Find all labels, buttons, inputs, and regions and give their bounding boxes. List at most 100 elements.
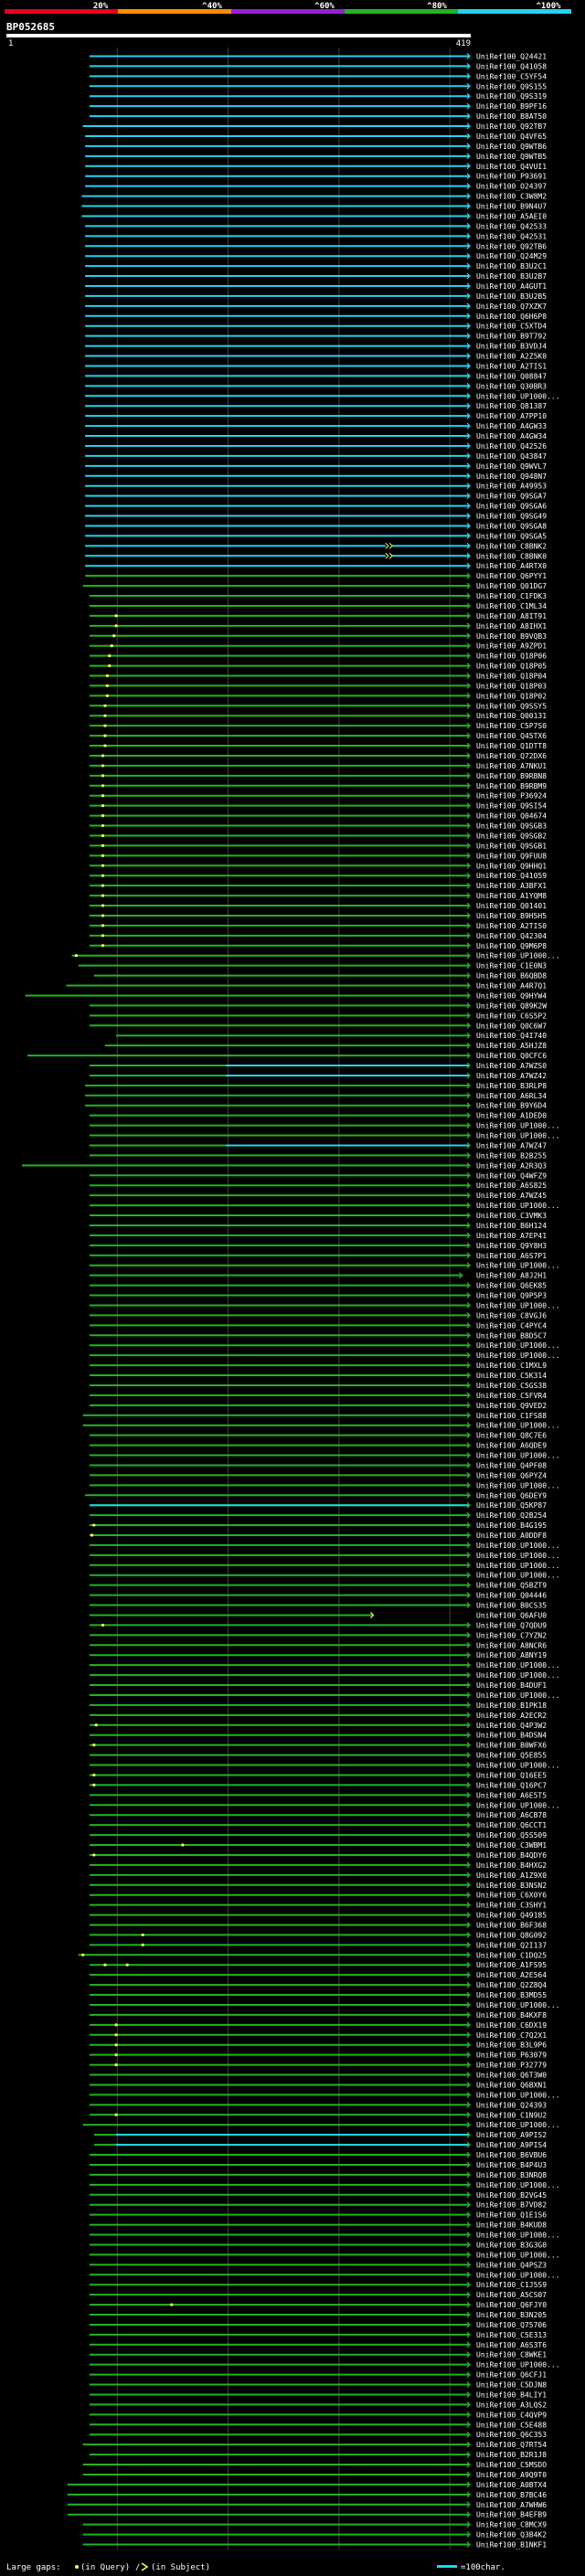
hit-end-arrow-icon [466, 1772, 471, 1778]
query-gap-icon [92, 1523, 96, 1527]
hit-end-arrow-icon [466, 1202, 471, 1209]
hit-label: UniRef100_C5P7S0 [476, 722, 547, 730]
hit-end-arrow-icon [466, 2241, 471, 2248]
hit-end-arrow-icon [466, 1292, 471, 1299]
hit-label: UniRef100_Q9S155 [476, 82, 547, 90]
hit-label: UniRef100_P32779 [476, 2062, 547, 2070]
hit-row: UniRef100_B4DUF1 [89, 1681, 547, 1690]
hit-row: UniRef100_Q9FUU8 [89, 852, 547, 860]
hit-label: UniRef100_Q9S319 [476, 92, 547, 101]
hit-end-arrow-icon [466, 1461, 471, 1468]
hit-label: UniRef100_Q43847 [476, 452, 547, 461]
subject-gap-icon [385, 552, 393, 559]
hit-label: UniRef100_A7WZ45 [476, 1192, 547, 1200]
hit-end-arrow-icon [466, 1422, 471, 1429]
hit-row: UniRef100_Q9P5P3 [89, 1292, 547, 1300]
hit-label: UniRef100_UP1000... [476, 1452, 560, 1460]
hit-label: UniRef100_Q16PC7 [476, 1781, 547, 1789]
query-gap-icon [114, 624, 118, 628]
hit-end-arrow-icon [466, 1961, 471, 1968]
hit-label: UniRef100_Q75706 [476, 2321, 547, 2329]
hit-label: UniRef100_A7WZ42 [476, 1072, 547, 1080]
hit-end-arrow-icon [466, 1321, 471, 1329]
hit-row: UniRef100_Q16PC7 [89, 1781, 547, 1789]
color-scale-segment [345, 9, 458, 14]
hit-end-arrow-icon [466, 222, 471, 229]
hit-end-arrow-icon [466, 153, 471, 160]
hit-end-arrow-icon [466, 1372, 471, 1379]
hit-label: UniRef100_A6S7P1 [476, 1252, 547, 1260]
query-start-label: 1 [8, 39, 13, 48]
hit-label: UniRef100_Q72DX6 [476, 752, 547, 760]
hit-row: UniRef100_A6CB78 [89, 1811, 547, 1819]
legend-separator: / [135, 2563, 140, 2572]
hit-label: UniRef100_Q4VF65 [476, 133, 547, 141]
hit-label: UniRef100_UP1000... [476, 1671, 560, 1680]
hit-row: UniRef100_Q0C6W7 [89, 1022, 547, 1030]
hit-row: UniRef100_B6F368 [89, 1922, 547, 1930]
hit-end-arrow-icon [466, 343, 471, 350]
hit-row: UniRef100_C7Q2X1 [89, 2031, 547, 2040]
legend-subject-gap-label: (in Subject) [151, 2563, 210, 2572]
hit-end-arrow-icon [466, 982, 471, 989]
hit-row: UniRef100_Q18P04 [89, 673, 547, 681]
hit-label: UniRef100_C8BNK2 [476, 542, 547, 550]
hit-label: UniRef100_Q4P3W2 [476, 1722, 547, 1730]
hit-label: UniRef100_B2B255 [476, 1151, 547, 1160]
hit-row: UniRef100_Q6H6P8 [85, 313, 547, 321]
hit-row: UniRef100_C5XTD4 [85, 323, 547, 331]
hit-label: UniRef100_A8IHX1 [476, 622, 547, 631]
hit-end-arrow-icon [466, 1951, 471, 1958]
hit-end-arrow-icon [466, 2211, 471, 2219]
hit-label: UniRef100_A6QDE9 [476, 1442, 547, 1450]
hit-end-arrow-icon [466, 1752, 471, 1759]
hit-end-arrow-icon [466, 832, 471, 839]
hit-row: UniRef100_Q9SGB2 [89, 832, 547, 840]
hit-label: UniRef100_Q92TB6 [476, 242, 547, 250]
hit-end-arrow-icon [466, 922, 471, 929]
hit-end-arrow-icon [466, 1052, 471, 1059]
hit-end-arrow-icon [466, 742, 471, 749]
query-gap-icon [101, 794, 105, 798]
hit-row: UniRef100_UP1000... [89, 1572, 560, 1580]
hit-row: UniRef100_B6QBD8 [93, 972, 547, 981]
query-gap-icon [114, 2113, 118, 2116]
hit-row: UniRef100_Q8C7E6 [89, 1432, 547, 1440]
subject-gap-marker-icon [141, 2562, 149, 2571]
hit-end-arrow-icon [466, 991, 471, 999]
hit-end-arrow-icon [466, 2151, 471, 2158]
hit-row: UniRef100_A5CS07 [89, 2291, 547, 2299]
hit-end-arrow-icon [466, 53, 471, 59]
hit-row: UniRef100_Q9SGB1 [89, 842, 547, 850]
query-gap-icon [101, 843, 105, 848]
color-scale-segment [5, 9, 118, 14]
hit-label: UniRef100_C5YF54 [476, 72, 547, 80]
hit-row: UniRef100_C1N9U2 [89, 2111, 547, 2119]
hit-label: UniRef100_Q00131 [476, 712, 547, 720]
hit-row: UniRef100_C1E0N3 [78, 962, 547, 970]
chart-title: BP052685 [6, 21, 55, 33]
hit-row: UniRef100_UP1000... [89, 1542, 560, 1550]
hit-row: UniRef100_C6DX19 [89, 2021, 547, 2030]
hit-end-arrow-icon [466, 122, 471, 130]
hit-label: UniRef100_C1ML34 [476, 602, 547, 610]
hit-label: UniRef100_B6F368 [476, 1922, 547, 1930]
hit-row: UniRef100_A8NCR6 [89, 1641, 547, 1649]
hit-label: UniRef100_Q42533 [476, 222, 547, 230]
hit-row: UniRef100_Q16EE5 [89, 1771, 547, 1779]
hit-end-arrow-icon [466, 232, 471, 239]
hit-end-arrow-icon [466, 2421, 471, 2428]
hit-row: UniRef100_B8D5C7 [89, 1331, 547, 1340]
hit-end-arrow-icon [466, 2541, 471, 2548]
hit-row: UniRef100_B3NSN2 [89, 1882, 547, 1890]
hit-row: UniRef100_A7PP10 [85, 412, 547, 420]
hit-label: UniRef100_C1J5S9 [476, 2281, 547, 2289]
hit-end-arrow-icon [466, 1742, 471, 1749]
hit-end-arrow-icon [466, 752, 471, 759]
hit-label: UniRef100_Q49185 [476, 1912, 547, 1920]
hit-row: UniRef100_Q6DEY9 [85, 1491, 547, 1500]
hit-label: UniRef100_Q9HYW4 [476, 991, 547, 1000]
legend: Large gaps: (in Query) / (in Subject) =1… [6, 2562, 505, 2572]
query-gap-icon [94, 1723, 98, 1727]
hit-row: UniRef100_Q9WTB6 [85, 143, 547, 151]
